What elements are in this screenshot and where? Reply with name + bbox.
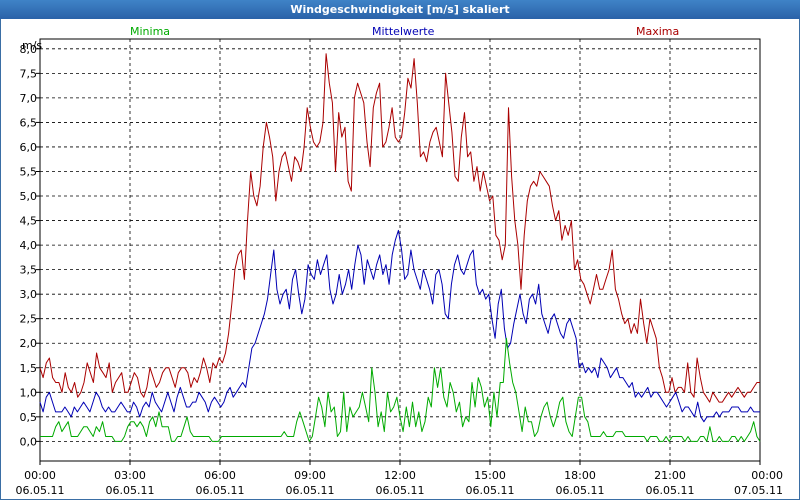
x-tick-time: 21:00 xyxy=(654,469,686,482)
x-tick-time: 06:00 xyxy=(204,469,236,482)
x-tick-date: 06.05.11 xyxy=(106,484,155,497)
series-lines xyxy=(39,53,761,442)
series-maxima xyxy=(39,53,760,403)
x-tick-date: 06.05.11 xyxy=(556,484,605,497)
y-tick-label: 5,0 xyxy=(20,190,38,203)
y-axis: 0,0 0,5 1,0 1,5 2,0 2,5 3,0 3,5 4,0 4,5 5,0 5,5 6,0 6… xyxy=(20,43,40,448)
y-tick-label: 7,5 xyxy=(20,67,38,80)
y-tick-label: 7,0 xyxy=(20,92,38,105)
x-tick-time: 12:00 xyxy=(384,469,416,482)
x-tick-time: 00:00 xyxy=(751,469,783,482)
x-tick-date: 06.05.11 xyxy=(646,484,695,497)
x-tick-time: 09:00 xyxy=(294,469,326,482)
series-minima xyxy=(40,337,761,442)
y-tick-label: 4,0 xyxy=(20,239,38,252)
y-tick-label: 6,5 xyxy=(20,116,38,129)
y-tick-label: 0,0 xyxy=(20,435,38,448)
y-tick-label: 3,0 xyxy=(20,288,38,301)
window-title: Windgeschwindigkeit [m/s] skaliert xyxy=(0,0,800,19)
x-tick-date: 07.05.11 xyxy=(734,484,783,497)
chart-grid xyxy=(40,39,760,461)
y-tick-label: 6,0 xyxy=(20,141,38,154)
legend-mittelwerte: Mittelwerte xyxy=(372,25,435,38)
series-mittelwerte xyxy=(39,229,760,423)
x-axis: 00:00 06.05.11 03:00 06.05.11 06:00 06.05.11 0… xyxy=(16,461,783,497)
y-tick-label: 5,5 xyxy=(20,165,38,178)
y-axis-unit: m/s xyxy=(22,39,42,52)
x-tick-date: 06.05.11 xyxy=(286,484,335,497)
y-tick-label: 8,0 xyxy=(20,43,38,56)
x-tick-date: 06.05.11 xyxy=(196,484,245,497)
y-tick-label: 2,5 xyxy=(20,313,38,326)
y-tick-label: 3,5 xyxy=(20,264,38,277)
x-tick-time: 03:00 xyxy=(114,469,146,482)
y-tick-label: 4,5 xyxy=(20,215,38,228)
x-tick-time: 18:00 xyxy=(564,469,596,482)
legend-minima: Minima xyxy=(130,25,170,38)
x-tick-date: 06.05.11 xyxy=(376,484,425,497)
x-tick-date: 06.05.11 xyxy=(16,484,65,497)
x-tick-date: 06.05.11 xyxy=(466,484,515,497)
y-tick-label: 0,5 xyxy=(20,411,38,424)
x-tick-time: 15:00 xyxy=(474,469,506,482)
x-tick-time: 00:00 xyxy=(24,469,56,482)
y-tick-label: 2,0 xyxy=(20,337,38,350)
legend-maxima: Maxima xyxy=(636,25,679,38)
y-tick-label: 1,5 xyxy=(20,362,38,375)
y-tick-label: 1,0 xyxy=(20,386,38,399)
